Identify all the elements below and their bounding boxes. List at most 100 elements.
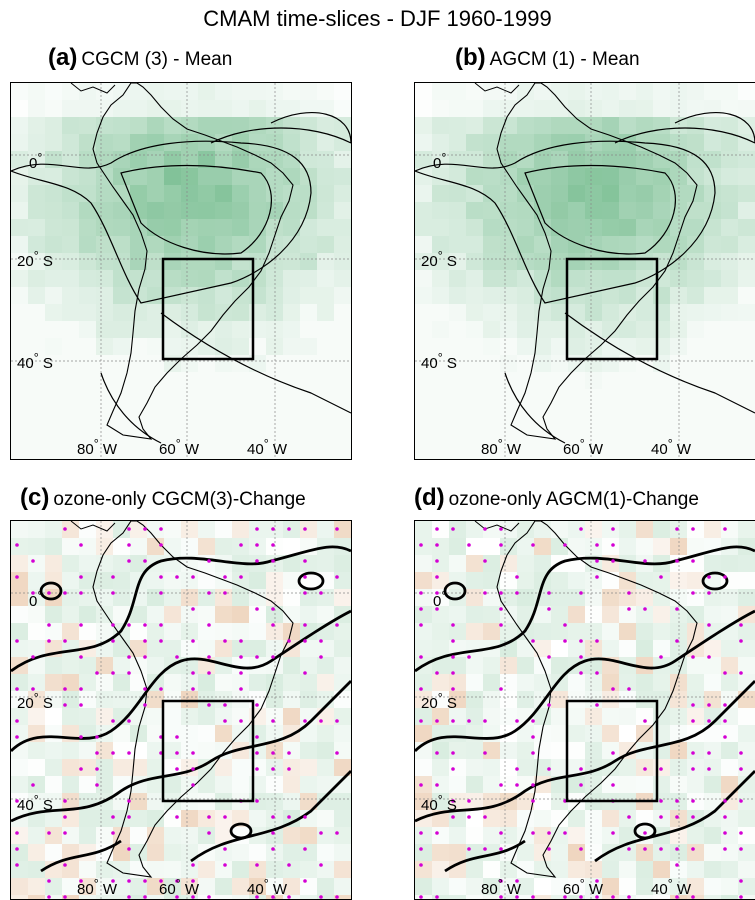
shade-cell (551, 742, 568, 759)
shade-cell (432, 776, 449, 793)
shade-cell (534, 521, 551, 538)
shade-cell (653, 236, 670, 253)
shade-cell (568, 725, 585, 742)
significance-dot (419, 863, 423, 867)
shade-cell (62, 457, 79, 459)
shade-cell (721, 83, 738, 100)
shade-cell (300, 236, 317, 253)
significance-dot (223, 703, 227, 707)
shade-cell (500, 423, 517, 440)
shade-cell (198, 219, 215, 236)
shade-cell (415, 355, 432, 372)
shade-cell (670, 83, 687, 100)
shade-cell (602, 759, 619, 776)
shade-cell (704, 623, 721, 640)
shade-cell (619, 117, 636, 134)
significance-dot (595, 879, 599, 883)
shade-cell (687, 355, 704, 372)
shade-cell (300, 321, 317, 338)
shade-cell (500, 304, 517, 321)
shade-cell (266, 776, 283, 793)
shade-cell (738, 372, 755, 389)
significance-dot (739, 751, 743, 755)
shade-cell (653, 861, 670, 878)
significance-dot (271, 847, 275, 851)
significance-dot (191, 639, 195, 643)
shade-cell (432, 202, 449, 219)
shade-cell (568, 100, 585, 117)
shade-cell (181, 895, 198, 899)
shade-cell (45, 151, 62, 168)
significance-dot (223, 719, 227, 723)
shade-cell (164, 117, 181, 134)
shade-cell (466, 134, 483, 151)
shade-cell (334, 423, 351, 440)
shade-cell (147, 827, 164, 844)
shade-cell (28, 572, 45, 589)
shade-cell (164, 572, 181, 589)
shade-cell (130, 827, 147, 844)
shade-cell (602, 355, 619, 372)
shade-cell (483, 202, 500, 219)
shade-cell (198, 810, 215, 827)
shade-cell (11, 538, 28, 555)
shade-cell (79, 185, 96, 202)
significance-dot (319, 591, 323, 595)
significance-dot (643, 607, 647, 611)
shade-cell (653, 457, 670, 459)
shade-cell (432, 521, 449, 538)
shade-cell (249, 321, 266, 338)
significance-dot (303, 815, 307, 819)
shade-cell (738, 776, 755, 793)
shade-cell (721, 895, 738, 899)
shade-cell (568, 338, 585, 355)
shade-cell (653, 338, 670, 355)
shade-cell (113, 168, 130, 185)
shade-cell (466, 202, 483, 219)
shade-cell (415, 776, 432, 793)
shade-cell (147, 759, 164, 776)
shade-cell (517, 117, 534, 134)
significance-dot (435, 751, 439, 755)
shade-cell (232, 253, 249, 270)
shade-cell (466, 440, 483, 457)
shade-cell (147, 151, 164, 168)
shade-cell (249, 338, 266, 355)
significance-dot (595, 575, 599, 579)
significance-dot (47, 879, 51, 883)
shade-cell (317, 640, 334, 657)
shade-cell (249, 640, 266, 657)
shade-cell (483, 555, 500, 572)
significance-dot (435, 783, 439, 787)
shade-cell (517, 878, 534, 895)
shade-cell (466, 236, 483, 253)
shade-cell (602, 640, 619, 657)
shade-cell (96, 355, 113, 372)
significance-dot (483, 847, 487, 851)
shade-cell (585, 168, 602, 185)
shade-cell (585, 457, 602, 459)
significance-dot (419, 687, 423, 691)
shade-cell (147, 691, 164, 708)
shade-cell (721, 810, 738, 827)
shade-cell (266, 236, 283, 253)
shade-cell (415, 202, 432, 219)
shade-cell (147, 389, 164, 406)
shade-cell (585, 304, 602, 321)
significance-dot (15, 799, 19, 803)
shade-cell (687, 623, 704, 640)
significance-dot (499, 623, 503, 627)
shade-cell (317, 134, 334, 151)
shade-cell (449, 827, 466, 844)
significance-dot (223, 591, 227, 595)
shade-cell (266, 423, 283, 440)
shade-cell (96, 572, 113, 589)
shade-cell (79, 236, 96, 253)
shade-cell (11, 338, 28, 355)
shade-cell (28, 793, 45, 810)
shade-cell (181, 83, 198, 100)
shade-cell (704, 134, 721, 151)
shade-cell (517, 810, 534, 827)
shade-cell (738, 589, 755, 606)
shade-cell (147, 572, 164, 589)
